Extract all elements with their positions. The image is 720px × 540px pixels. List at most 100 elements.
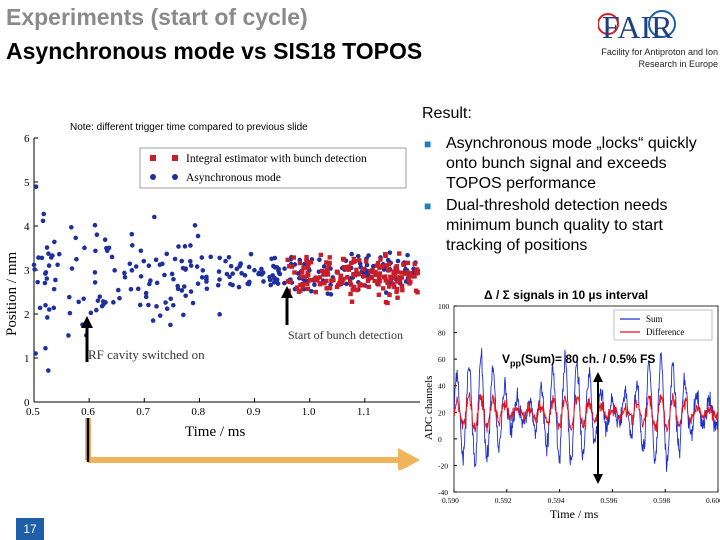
legend-async-label: Asynchronous mode <box>186 172 281 184</box>
integral-point <box>345 275 350 280</box>
async-point <box>41 211 47 217</box>
integral-point <box>394 286 400 292</box>
async-point <box>46 251 51 256</box>
integral-point <box>406 274 412 279</box>
integral-point <box>374 263 379 268</box>
async-point <box>168 322 173 328</box>
integral-point <box>349 299 355 304</box>
x-tick-label: 1.0 <box>302 406 316 418</box>
async-point <box>188 289 194 294</box>
integral-point <box>307 277 313 283</box>
integral-point <box>314 275 319 281</box>
integral-point <box>386 284 392 289</box>
integral-point <box>408 271 413 276</box>
start-arrow-head <box>281 286 293 298</box>
integral-point <box>289 264 295 269</box>
integral-point <box>373 272 378 278</box>
integral-point <box>313 289 319 295</box>
async-point <box>35 279 40 285</box>
slide-title-line2: Asynchronous mode vs SIS18 TOPOS <box>6 38 423 64</box>
integral-point <box>326 262 332 268</box>
async-point <box>268 282 274 288</box>
integral-point <box>378 257 383 262</box>
async-point <box>39 255 45 261</box>
integral-point <box>327 255 332 260</box>
async-point <box>148 278 153 283</box>
integral-point <box>300 281 305 287</box>
async-point <box>53 277 58 283</box>
async-point <box>138 248 144 254</box>
integral-point <box>361 274 367 279</box>
async-point <box>200 268 206 273</box>
result-bullets: ■ Asynchronous mode „locks“ quickly onto … <box>422 134 716 258</box>
async-point <box>82 245 87 251</box>
async-point <box>44 245 50 250</box>
vpp-annotation: Vpp(Sum)= 80 ch. / 0.5% FS <box>502 352 656 369</box>
async-point <box>117 295 122 301</box>
async-point <box>274 277 280 282</box>
integral-point <box>391 275 397 281</box>
page-number: 17 <box>16 518 44 540</box>
signal-y-tick-label: 80 <box>438 329 446 338</box>
async-point <box>405 252 410 258</box>
integral-point <box>322 281 327 286</box>
signal-x-tick-label: 0.600 <box>706 496 720 505</box>
integral-point <box>383 278 388 283</box>
async-point <box>97 294 103 299</box>
legend-integral-label: Integral estimator with bunch detection <box>186 153 367 165</box>
integral-point <box>301 265 306 271</box>
signal-x-tick-label: 0.596 <box>600 496 617 505</box>
async-point <box>88 310 94 316</box>
integral-point <box>324 260 329 265</box>
async-point <box>122 274 128 280</box>
integral-point <box>404 270 410 275</box>
async-point <box>195 233 201 239</box>
async-point <box>228 263 234 269</box>
async-point <box>51 286 57 292</box>
signal-y-tick-label: 20 <box>438 408 446 417</box>
integral-point <box>317 275 323 280</box>
integral-point <box>348 260 354 266</box>
integral-point <box>291 255 297 260</box>
async-point <box>172 256 178 262</box>
async-point <box>67 310 73 316</box>
integral-point <box>376 282 381 287</box>
async-point <box>102 237 108 243</box>
async-point <box>37 305 43 311</box>
signal-legend <box>613 309 713 341</box>
integral-point <box>348 291 353 297</box>
integral-point <box>306 272 311 278</box>
integral-point <box>298 282 303 288</box>
integral-point <box>354 287 360 293</box>
async-point <box>45 368 51 373</box>
async-point <box>355 253 361 259</box>
rf-arrow-head <box>81 316 93 328</box>
integral-point <box>394 289 399 294</box>
async-point <box>236 284 242 290</box>
async-point <box>143 294 149 300</box>
async-point <box>282 266 287 271</box>
async-point <box>157 262 163 268</box>
async-point <box>370 263 376 269</box>
async-point <box>187 258 193 264</box>
async-point <box>261 279 266 284</box>
y-tick-label: 5 <box>24 177 30 189</box>
async-point <box>226 254 232 260</box>
async-point <box>171 276 176 282</box>
async-point <box>111 300 116 305</box>
signal-y-tick-label: -40 <box>438 488 448 497</box>
integral-point <box>360 266 366 272</box>
slide-title-line1: Experiments (start of cycle) <box>6 4 308 30</box>
async-point <box>153 257 159 263</box>
async-point <box>170 302 176 308</box>
async-point <box>76 299 81 305</box>
result-bullet: ■ Dual-threshold detection needs minimum … <box>424 197 668 254</box>
integral-point <box>376 292 382 297</box>
integral-point <box>351 271 356 277</box>
async-point <box>157 313 163 318</box>
async-point <box>43 271 48 276</box>
async-point <box>141 258 147 264</box>
async-point <box>92 222 98 228</box>
integral-point <box>324 278 329 284</box>
async-point <box>183 267 188 272</box>
